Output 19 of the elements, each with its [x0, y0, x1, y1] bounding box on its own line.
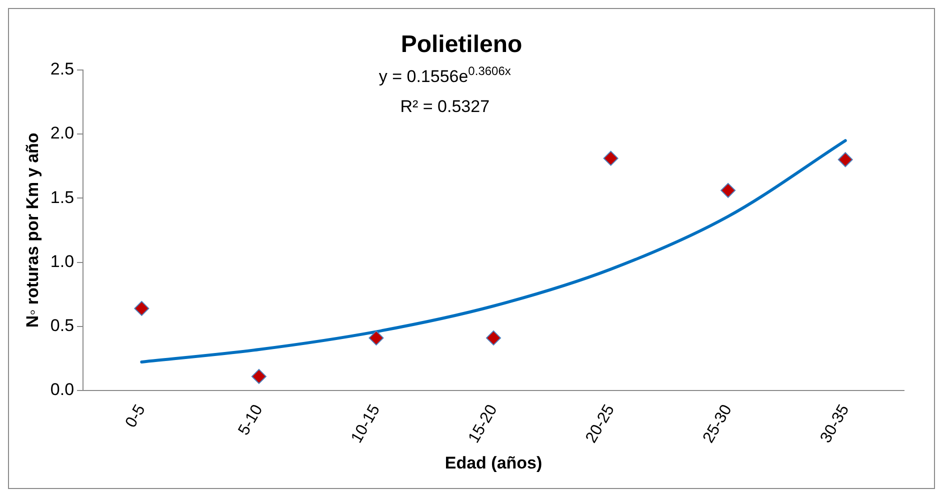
x-tick-label: 0-5: [122, 402, 150, 431]
annotation: R² = 0.5327: [400, 96, 490, 116]
point: [838, 152, 853, 168]
point: [603, 150, 618, 166]
chart-title: Polietileno: [400, 31, 522, 58]
y-tick-label: 2.5: [50, 59, 74, 78]
point: [368, 330, 384, 346]
y-tick-label: 0.5: [50, 316, 74, 336]
point: [251, 368, 266, 384]
y-tick-label: 1.0: [50, 252, 74, 271]
y-tick-label: 0.0: [50, 380, 74, 400]
x-axis-title: Edad (años): [444, 453, 542, 472]
line-series: [140, 139, 847, 364]
point: [134, 300, 150, 316]
point: [720, 182, 736, 198]
y-axis-title: N◦ roturas por Km y año: [22, 132, 42, 328]
point: [486, 330, 502, 346]
y-tick-label: 2.0: [50, 124, 74, 143]
y-tick-label: 1.5: [50, 188, 74, 207]
